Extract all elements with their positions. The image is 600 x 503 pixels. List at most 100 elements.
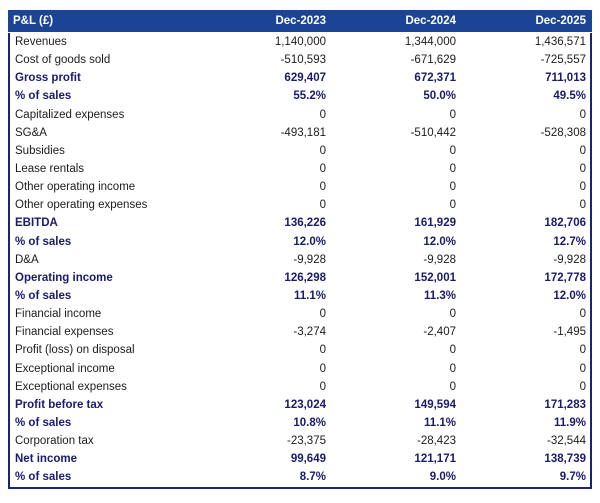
row-label: Exceptional expenses [15, 380, 127, 393]
table-row: Operating income 126,298 152,001 172,778 [10, 269, 590, 287]
row-value: -671,629 [410, 54, 456, 67]
row-label: Other operating expenses [15, 199, 148, 212]
row-value: 11.1% [294, 290, 326, 303]
pnl-projection-table: P&L (£) Dec-2023 Dec-2024 Dec-2025 Revenue… [8, 10, 592, 489]
row-value: 1,436,571 [534, 36, 586, 49]
row-value: 0 [579, 380, 586, 393]
row-label: Profit before tax [15, 398, 104, 411]
row-value: 629,407 [284, 72, 326, 85]
row-value: 12.7% [553, 235, 586, 248]
row-value: 0 [319, 308, 326, 321]
row-label: Revenues [15, 36, 67, 49]
row-label: Financial income [15, 308, 102, 321]
row-value: 172,778 [544, 271, 586, 284]
row-label: Gross profit [15, 72, 81, 85]
table-row: Revenues 1,140,000 1,344,000 1,436,571 [10, 33, 590, 51]
row-value: -493,181 [280, 126, 326, 139]
row-value: 0 [579, 144, 586, 157]
row-value: -725,557 [540, 54, 586, 67]
row-label: D&A [15, 253, 39, 266]
row-value: 9.0% [429, 471, 456, 484]
row-value: -9,928 [423, 253, 456, 266]
row-value: -1,495 [553, 326, 586, 339]
table-title: P&L (£) [13, 15, 54, 27]
row-value: 0 [449, 144, 456, 157]
row-label: Corporation tax [15, 435, 94, 448]
row-value: 11.1% [424, 417, 456, 430]
column-header: Dec-2023 [275, 15, 326, 27]
row-value: 0 [449, 362, 456, 375]
table-header-row: P&L (£) Dec-2023 Dec-2024 Dec-2025 [8, 10, 592, 32]
row-value: -28,423 [416, 435, 456, 448]
row-value: 126,298 [284, 271, 326, 284]
row-value: 0 [319, 144, 326, 157]
table-row: Net income 99,649 121,171 138,739 [10, 450, 590, 468]
table-row: % of sales 55.2% 50.0% 49.5% [10, 87, 590, 105]
row-label: Operating income [15, 271, 113, 284]
row-value: 672,371 [414, 72, 456, 85]
row-value: 0 [449, 380, 456, 393]
row-value: 0 [319, 163, 326, 176]
row-value: -32,544 [546, 435, 586, 448]
row-value: -23,375 [286, 435, 326, 448]
row-value: 0 [449, 344, 456, 357]
table-row: % of sales 12.0% 12.0% 12.7% [10, 233, 590, 251]
row-value: 12.0% [423, 235, 456, 248]
row-value: 0 [319, 380, 326, 393]
row-value: -3,274 [293, 326, 326, 339]
table-row: Financial expenses -3,274 -2,407 -1,495 [10, 323, 590, 341]
table-row: Corporation tax -23,375 -28,423 -32,544 [10, 432, 590, 450]
table-body: Revenues 1,140,000 1,344,000 1,436,571 Cost … [8, 33, 592, 489]
row-label: Net income [15, 453, 77, 466]
row-label: Lease rentals [15, 163, 85, 176]
row-value: 0 [319, 199, 326, 212]
row-value: 0 [449, 181, 456, 194]
row-value: 0 [579, 362, 586, 375]
row-value: 711,013 [545, 72, 586, 85]
table-row: Cost of goods sold -510,593 -671,629 -725,5… [10, 51, 590, 69]
row-value: 55.2% [293, 90, 326, 103]
row-value: -510,593 [280, 54, 326, 67]
row-value: -9,928 [293, 253, 326, 266]
row-value: 0 [579, 308, 586, 321]
row-value: 161,929 [414, 217, 456, 230]
table-row: Profit (loss) on disposal 0 0 0 [10, 341, 590, 359]
row-value: 50.0% [423, 90, 456, 103]
row-value: 8.7% [299, 471, 326, 484]
table-row: Other operating income 0 0 0 [10, 178, 590, 196]
row-value: 0 [449, 108, 456, 121]
row-value: 136,226 [284, 217, 326, 230]
table-row: Financial income 0 0 0 [10, 305, 590, 323]
table-row: % of sales 11.1% 11.3% 12.0% [10, 287, 590, 305]
row-label: % of sales [15, 235, 72, 248]
table-row: Subsidies 0 0 0 [10, 142, 590, 160]
row-value: 9.7% [559, 471, 586, 484]
row-value: 121,171 [414, 453, 456, 466]
row-value: 10.8% [293, 417, 326, 430]
row-label: % of sales [15, 471, 72, 484]
row-value: 0 [449, 163, 456, 176]
row-value: 49.5% [553, 90, 586, 103]
table-row: Capitalized expenses 0 0 0 [10, 106, 590, 124]
row-value: 0 [579, 181, 586, 194]
row-value: 12.0% [553, 290, 586, 303]
row-value: 99,649 [290, 453, 326, 466]
table-row: SG&A -493,181 -510,442 -528,308 [10, 124, 590, 142]
row-value: 182,706 [544, 217, 586, 230]
row-label: Cost of goods sold [15, 54, 111, 67]
table-row: Exceptional income 0 0 0 [10, 360, 590, 378]
column-header: Dec-2025 [535, 15, 586, 27]
row-value: 0 [449, 199, 456, 212]
row-value: 0 [449, 308, 456, 321]
row-value: 0 [319, 108, 326, 121]
row-value: 0 [579, 163, 586, 176]
row-label: % of sales [15, 417, 72, 430]
row-value: 171,283 [544, 398, 586, 411]
row-value: 123,024 [284, 398, 326, 411]
row-value: 12.0% [293, 235, 326, 248]
row-value: 0 [319, 362, 326, 375]
row-label: Financial expenses [15, 326, 114, 339]
column-header: Dec-2024 [405, 15, 456, 27]
row-label: Other operating income [15, 181, 136, 194]
row-label: Capitalized expenses [15, 108, 125, 121]
